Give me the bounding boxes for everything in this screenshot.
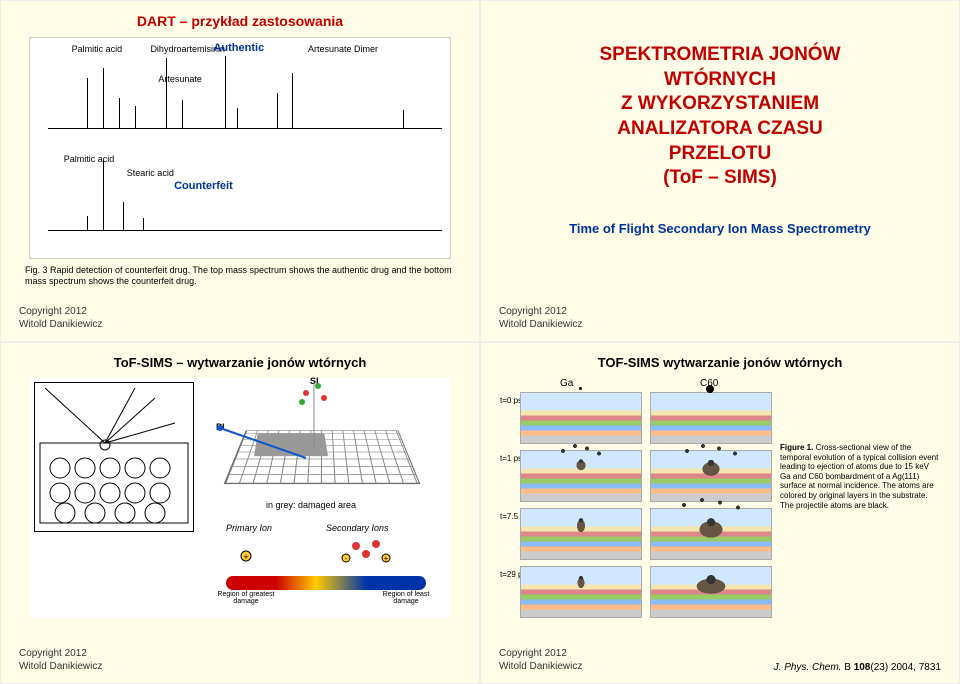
- panel2-title: SPEKTROMETRIA JONÓW WTÓRNYCH Z WYKORZYST…: [499, 43, 941, 191]
- panel-sims-generation: ToF-SIMS – wytwarzanie jonów wtórnych: [0, 342, 480, 684]
- label-least: Region of least damage: [376, 591, 436, 605]
- figure-caption: Fig. 3 Rapid detection of counterfeit dr…: [19, 265, 461, 287]
- copyright-line2: Witold Danikiewicz: [499, 319, 582, 330]
- t-l6: (ToF – SIMS): [663, 167, 777, 188]
- xsect-ga-2: [520, 508, 642, 560]
- panel2-subtitle: Time of Flight Secondary Ion Mass Spectr…: [499, 221, 941, 236]
- label-counterfeit: Counterfeit: [174, 180, 233, 192]
- time-0: t=0 ps: [500, 396, 522, 405]
- panel-tof-title: SPEKTROMETRIA JONÓW WTÓRNYCH Z WYKORZYST…: [480, 0, 960, 342]
- label-dimer: Artesunate Dimer: [308, 44, 378, 54]
- sputter-sketch: [34, 382, 194, 532]
- copyright-line1: Copyright 2012: [499, 648, 567, 659]
- label-stearic: Stearic acid: [127, 168, 174, 178]
- copyright-line1: Copyright 2012: [499, 306, 567, 317]
- journal-vol: 108: [854, 662, 871, 673]
- copyright: Copyright 2012 Witold Danikiewicz: [499, 305, 582, 331]
- copyright-line2: Witold Danikiewicz: [499, 661, 582, 672]
- xsect-c60-2: [650, 508, 772, 560]
- panel4-title: TOF-SIMS wytwarzanie jonów wtórnych: [499, 355, 941, 370]
- t-l3: Z WYKORZYSTANIEM: [621, 93, 819, 114]
- figure1-caption: Figure 1. Cross-sectional view of the te…: [780, 443, 940, 510]
- time-1: t=1 ps: [500, 454, 522, 463]
- t-l4: ANALIZATORA CZASU: [617, 118, 822, 139]
- t-l1: SPEKTROMETRIA JONÓW: [599, 44, 840, 65]
- panel-cross-section: TOF-SIMS wytwarzanie jonów wtórnych Ga C…: [480, 342, 960, 684]
- copyright-line1: Copyright 2012: [19, 306, 87, 317]
- svg-text:-: -: [345, 554, 348, 563]
- mass-spectrum-figure: Palmitic acid Dihydroartemisinin Artesun…: [29, 37, 451, 259]
- secondary-ions-icon: + - +: [206, 536, 446, 576]
- t-l5: PRZELOTU: [669, 143, 771, 164]
- fig1-lead: Figure 1.: [780, 443, 813, 452]
- svg-text:+: +: [243, 552, 248, 562]
- sputter-drawing-icon: [35, 383, 193, 531]
- xsect-c60-0: [650, 392, 772, 444]
- sputter-3d: SI PI in grey: damaged area Primary Ion …: [206, 378, 446, 608]
- journal-rest: (23) 2004, 7831: [870, 662, 941, 673]
- damage-gradient: Region of greatest damage Region of leas…: [226, 576, 426, 604]
- journal-pre: J. Phys. Chem.: [774, 662, 842, 673]
- copyright-line1: Copyright 2012: [19, 648, 87, 659]
- spectrum-authentic: Palmitic acid Dihydroartemisinin Artesun…: [48, 48, 442, 129]
- slide-grid: DART – przykład zastosowania Palmitic ac…: [0, 0, 960, 684]
- cross-section-figure: Ga C60 t=0 ps t=1 ps t=7.5 ps t=29 ps Fi…: [500, 378, 940, 623]
- journal-mid: B: [841, 662, 853, 673]
- xsect-ga-1: [520, 450, 642, 502]
- svg-text:+: +: [384, 554, 389, 563]
- panel1-title: DART – przykład zastosowania: [19, 13, 461, 29]
- label-secondary: Secondary Ions: [326, 523, 389, 533]
- label-greatest: Region of greatest damage: [216, 591, 276, 605]
- spectrum-counterfeit: Palmitic acid Stearic acid Counterfeit: [48, 150, 442, 231]
- panel3-title: ToF-SIMS – wytwarzanie jonów wtórnych: [19, 355, 461, 370]
- label-artesunate: Artesunate: [158, 74, 202, 84]
- copyright-line2: Witold Danikiewicz: [19, 661, 102, 672]
- fig1-body: Cross-sectional view of the temporal evo…: [780, 443, 938, 510]
- copyright-line2: Witold Danikiewicz: [19, 319, 102, 330]
- label-palmitic-bot: Palmitic acid: [64, 154, 115, 164]
- copyright: Copyright 2012 Witold Danikiewicz: [19, 647, 102, 673]
- journal-citation: J. Phys. Chem. B 108(23) 2004, 7831: [774, 662, 941, 673]
- t-l2: WTÓRNYCH: [664, 69, 776, 90]
- sims-figure: SI PI in grey: damaged area Primary Ion …: [30, 378, 450, 618]
- xsect-ga-3: [520, 566, 642, 618]
- xsect-c60-3: [650, 566, 772, 618]
- copyright: Copyright 2012 Witold Danikiewicz: [19, 305, 102, 331]
- copyright: Copyright 2012 Witold Danikiewicz: [499, 647, 582, 673]
- panel-dart-example: DART – przykład zastosowania Palmitic ac…: [0, 0, 480, 342]
- label-primary: Primary Ion: [226, 523, 272, 533]
- col-ga: Ga: [560, 378, 573, 389]
- xsect-ga-0: [520, 392, 642, 444]
- label-authentic: Authentic: [213, 42, 264, 54]
- label-palmitic-top: Palmitic acid: [72, 44, 123, 54]
- label-grey: in grey: damaged area: [266, 500, 356, 510]
